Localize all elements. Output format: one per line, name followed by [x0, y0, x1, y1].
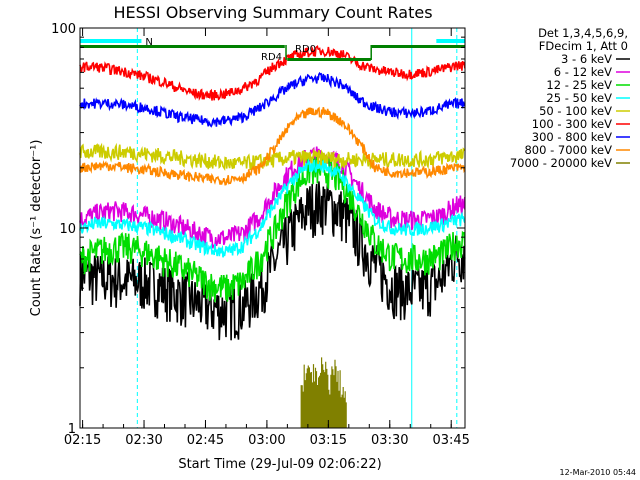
legend-entry-label: 50 - 100 keV [539, 104, 612, 118]
x-tick-label: 02:30 [125, 433, 162, 448]
series-line [79, 71, 466, 128]
series-line [79, 45, 466, 102]
legend-entry-label: 6 - 12 keV [554, 65, 612, 79]
x-tick-label: 02:15 [64, 433, 101, 448]
y-tick-label: 1 [68, 422, 76, 437]
series-line [79, 146, 466, 249]
legend-entry-label: 100 - 300 keV [532, 117, 612, 131]
rd0-label: RD0 [295, 44, 316, 55]
series-line [79, 154, 466, 303]
series-12-25keV [79, 154, 466, 303]
series-line [79, 180, 466, 341]
y-tick-label: 10 [59, 222, 76, 237]
series-line [79, 106, 466, 186]
y-axis-label: Count Rate (s⁻¹ detector⁻¹) [29, 140, 44, 317]
x-tick-label: 02:45 [187, 433, 224, 448]
rd-bar-segment [371, 45, 465, 48]
rd4-label: RD4 [261, 52, 282, 63]
legend: Det 1,3,4,5,6,9,FDecim 1, Att 03 - 6 keV… [510, 26, 630, 170]
axis-ticks: 02:15 02:30 02:45 03:00 03:15 03:30 03:45 1 10 10… [51, 22, 470, 448]
night-label: N [145, 37, 152, 48]
x-axis-label: Start Time (29-Jul-09 02:06:22) [178, 457, 381, 472]
series-800-7000keV [79, 106, 466, 186]
legend-header: FDecim 1, Att 0 [539, 39, 628, 53]
chart-title: HESSI Observing Summary Count Rates [113, 3, 432, 22]
legend-entry-label: 25 - 50 keV [546, 91, 612, 105]
series-100-300keV [79, 45, 466, 102]
x-tick-label: 03:00 [248, 433, 285, 448]
night-bar-segment [80, 39, 142, 43]
rd-bar-segment [80, 45, 285, 48]
night-bar-segment [436, 39, 465, 43]
series-line [79, 142, 466, 171]
series-3-6keV [79, 180, 466, 341]
x-tick-label: 03:45 [432, 433, 469, 448]
legend-entry-label: 7000 - 20000 keV [510, 156, 612, 170]
series-25-50keV [79, 157, 466, 258]
legend-header: Det 1,3,4,5,6,9, [538, 26, 628, 40]
rd-bar-segment [287, 58, 371, 61]
footer-timestamp: 12-Mar-2010 05:44 [560, 468, 637, 477]
y-tick-label: 100 [51, 22, 76, 37]
plot-area: N RD4 RD0 [79, 28, 466, 428]
series-6-12keV [79, 146, 466, 249]
series-50-100keV [79, 142, 466, 171]
series-line [79, 157, 466, 258]
legend-entry-label: 12 - 25 keV [546, 78, 612, 92]
x-tick-label: 03:30 [371, 433, 408, 448]
series-line [300, 357, 347, 428]
legend-entry-label: 300 - 800 keV [532, 130, 612, 144]
series-7000-20000keV [300, 357, 347, 428]
x-tick-label: 03:15 [310, 433, 347, 448]
legend-entry-label: 3 - 6 keV [561, 52, 612, 66]
series-300-800keV [79, 71, 466, 128]
legend-entry-label: 800 - 7000 keV [524, 143, 612, 157]
